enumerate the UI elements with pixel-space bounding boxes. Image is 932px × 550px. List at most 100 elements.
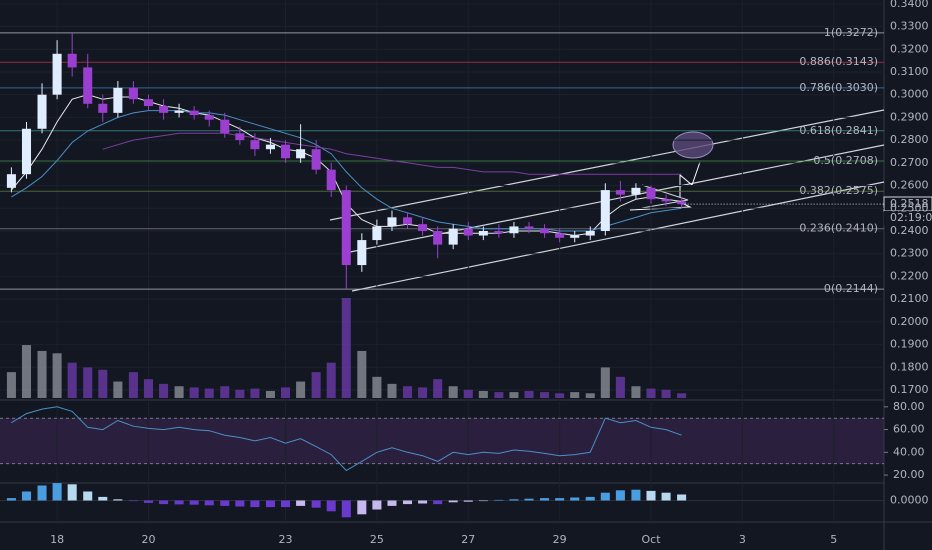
- macd-bar: [677, 494, 687, 501]
- volume-bar: [631, 386, 641, 398]
- macd-bar: [615, 490, 625, 501]
- candle-body: [387, 217, 397, 227]
- candle-body: [463, 228, 473, 236]
- candle-body: [143, 99, 153, 107]
- macd-tick-label: 0.0000: [890, 494, 929, 507]
- y-tick-label: 0.1800: [890, 360, 929, 373]
- volume-bar: [296, 381, 306, 398]
- candle-body: [433, 230, 443, 245]
- macd-bar: [372, 500, 382, 510]
- macd-bar: [6, 498, 16, 501]
- volume-bar: [128, 372, 138, 398]
- candle-body: [37, 94, 47, 129]
- x-tick-label: 23: [279, 533, 293, 546]
- candle-body: [540, 228, 550, 234]
- y-tick-label: 0.3300: [890, 20, 929, 33]
- candle-body: [174, 110, 184, 113]
- y-tick-label: 0.3100: [890, 65, 929, 78]
- x-tick-label: Oct: [641, 533, 661, 546]
- volume-bar: [189, 387, 199, 398]
- fib-label: 0.886(0.3143): [799, 55, 878, 68]
- triangle-pattern: [641, 184, 689, 209]
- volume-bar: [509, 392, 519, 398]
- volume-bar: [555, 393, 565, 398]
- candle-body: [113, 87, 123, 113]
- macd-bar: [128, 500, 138, 502]
- x-tick-label: 20: [141, 533, 155, 546]
- volume-bar: [52, 353, 62, 398]
- macd-bar: [494, 499, 504, 501]
- candle-body: [402, 217, 413, 225]
- candle-body: [646, 187, 656, 200]
- macd-bar: [326, 500, 336, 512]
- volume-bar: [235, 389, 245, 398]
- x-tick-label: 29: [553, 533, 567, 546]
- candle-body: [615, 190, 625, 195]
- macd-bar: [555, 498, 565, 501]
- fib-label: 0.786(0.3030): [799, 81, 878, 94]
- volume-bar: [402, 386, 413, 398]
- macd-bar: [570, 497, 580, 501]
- macd-bar: [661, 492, 671, 501]
- candle-body: [250, 140, 260, 150]
- rsi-band-fill: [0, 418, 884, 464]
- volume-bar: [159, 383, 169, 398]
- candle-body: [448, 228, 458, 245]
- x-tick-label: 3: [739, 533, 746, 546]
- macd-bar: [250, 500, 260, 508]
- fib-label: 0.236(0.2410): [799, 222, 878, 235]
- volume-bar: [585, 393, 595, 398]
- candle-body: [509, 226, 519, 234]
- macd-bar: [646, 490, 656, 501]
- y-tick-label: 0.3400: [890, 0, 929, 10]
- volume-bar: [387, 383, 397, 398]
- volume-bar: [98, 369, 108, 398]
- rsi-tick-label: 60.00: [893, 423, 925, 436]
- candle-body: [235, 133, 245, 141]
- candle-body: [204, 115, 214, 120]
- macd-bar: [585, 496, 595, 501]
- volume-bar: [220, 386, 230, 398]
- volume-bar: [615, 376, 625, 398]
- candle-body: [418, 224, 428, 231]
- y-tick-label: 0.2600: [890, 179, 929, 192]
- macd-bar: [463, 500, 473, 502]
- x-tick-label: 5: [830, 533, 837, 546]
- candle-body: [159, 106, 169, 113]
- candle-body: [83, 67, 93, 104]
- x-tick-label: 18: [50, 533, 64, 546]
- macd-bar: [265, 500, 275, 508]
- x-tick-label: 25: [370, 533, 384, 546]
- macd-bar: [448, 500, 458, 503]
- y-tick-label: 0.3200: [890, 42, 929, 55]
- y-tick-label: 0.2700: [890, 156, 929, 169]
- y-tick-label: 0.2100: [890, 292, 929, 305]
- macd-bar: [98, 496, 108, 501]
- volume-bar: [646, 388, 656, 398]
- y-tick-label: 0.2400: [890, 224, 929, 237]
- macd-bar: [174, 500, 184, 505]
- macd-bar: [21, 491, 32, 501]
- macd-bar: [402, 500, 413, 505]
- macd-bar: [189, 500, 199, 505]
- y-tick-label: 0.1700: [890, 383, 929, 396]
- volume-bar: [433, 379, 443, 398]
- macd-bar: [52, 483, 62, 501]
- volume-bar: [357, 350, 367, 398]
- volume-bar: [265, 390, 275, 398]
- volume-bar: [6, 372, 16, 398]
- candle-body: [600, 190, 610, 231]
- fib-label: 0.618(0.2841): [799, 124, 878, 137]
- candle-body: [67, 53, 77, 68]
- countdown-box: [884, 211, 932, 225]
- volume-bar: [677, 393, 687, 398]
- candle-body: [21, 128, 32, 175]
- candle-body: [570, 235, 580, 238]
- fib-label: 1(0.3272): [824, 26, 878, 39]
- y-tick-label: 0.1900: [890, 338, 929, 351]
- y-tick-label: 0.2000: [890, 315, 929, 328]
- volume-bar: [478, 390, 488, 398]
- macd-bar: [387, 500, 397, 506]
- macd-bar: [478, 500, 488, 502]
